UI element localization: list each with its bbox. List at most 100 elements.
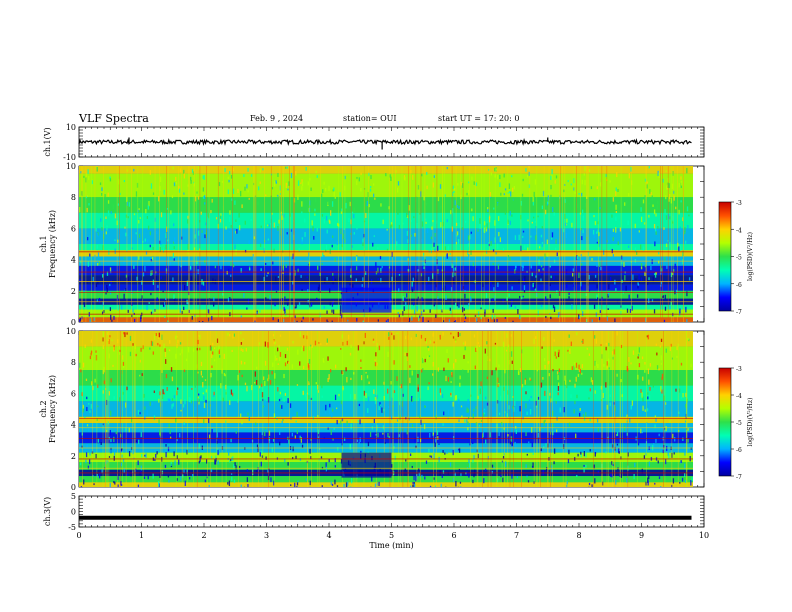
psd-cell [283,306,285,312]
psd-cell [528,171,530,176]
psd-cell [229,459,232,462]
psd-cell [675,388,677,392]
psd-cell [652,276,654,283]
psd-cell [660,265,662,270]
psd-cell [658,172,660,179]
psd-cell [511,175,513,178]
psd-cell [426,280,428,285]
psd-cell [661,373,664,379]
psd-cell [682,259,684,265]
psd-cell [515,429,517,435]
psd-cell [208,298,211,301]
psd-cell [259,243,262,248]
psd-cell [489,192,492,197]
psd-cell [79,206,81,213]
psd-cell [408,317,411,322]
psd-cell [566,284,568,288]
psd-cell [464,220,467,223]
psd-cell [338,223,340,227]
psd-cell [175,353,177,359]
psd-cell [487,355,489,361]
psd-cell [158,332,160,338]
psd-cell [147,205,150,210]
psd-cell [196,191,198,194]
psd-cell [624,202,626,206]
psd-cell [609,394,612,398]
psd-cell [216,432,218,438]
psd-cell [687,225,689,229]
y-tick-label: 10 [66,162,76,171]
psd-cell [382,432,384,435]
psd-cell [475,422,478,426]
psd-cell [154,458,156,462]
psd-cell [529,377,531,381]
psd-cell [80,260,82,264]
psd-cell [522,230,525,233]
psd-cell [375,433,377,436]
psd-cell [610,473,612,477]
psd-cell [365,271,367,275]
psd-cell [679,226,681,232]
psd-cell [550,237,553,240]
psd-cell [129,351,132,357]
psd-cell [114,481,116,485]
psd-cell [295,304,297,309]
psd-cell [273,480,275,486]
psd-cell [594,360,596,366]
psd-cell [594,198,596,201]
psd-cell [231,476,233,482]
psd-cell [642,405,644,411]
psd-cell [664,209,666,215]
psd-cell [522,262,524,269]
psd-cell [140,432,142,438]
psd-cell [158,398,160,403]
psd-cell [199,334,201,340]
psd-cell [153,415,156,421]
psd-cell [525,464,527,469]
psd-cell [467,408,469,413]
psd-cell [584,179,586,186]
psd-cell [174,460,176,466]
psd-cell [439,388,441,394]
psd-cell [249,268,251,271]
psd-cell [411,370,413,376]
psd-cell [476,268,478,273]
psd-cell [530,263,532,269]
psd-cell [467,250,469,255]
psd-cell [97,438,100,443]
psd-cell [489,298,491,303]
psd-cell [91,180,93,185]
psd-cell [606,240,608,243]
psd-cell [107,207,109,210]
psd-cell [211,354,213,358]
psd-cell [330,429,332,435]
psd-cell [139,200,142,203]
psd-cell [581,236,583,241]
psd-cell [150,183,153,189]
psd-cell [334,479,336,485]
psd-cell [334,486,336,487]
psd-cell [152,279,155,286]
psd-cell [375,262,377,268]
psd-cell [679,308,681,314]
psd-cell [421,474,423,478]
psd-cell [471,176,473,181]
psd-cell [410,234,412,237]
psd-cell [157,342,159,346]
psd-cell [468,254,470,259]
y-axis-label: Frequency (kHz) [48,210,57,278]
psd-cell [109,482,111,487]
psd-cell [92,475,94,477]
psd-cell [267,238,270,241]
psd-cell [485,250,488,254]
psd-cell [442,221,444,227]
psd-cell [146,305,148,311]
psd-cell [179,342,182,345]
psd-cell [378,345,381,351]
psd-cell [593,335,596,339]
psd-cell [284,354,287,359]
psd-cell [103,233,105,240]
psd-cell [121,371,123,376]
psd-cell [165,373,168,379]
